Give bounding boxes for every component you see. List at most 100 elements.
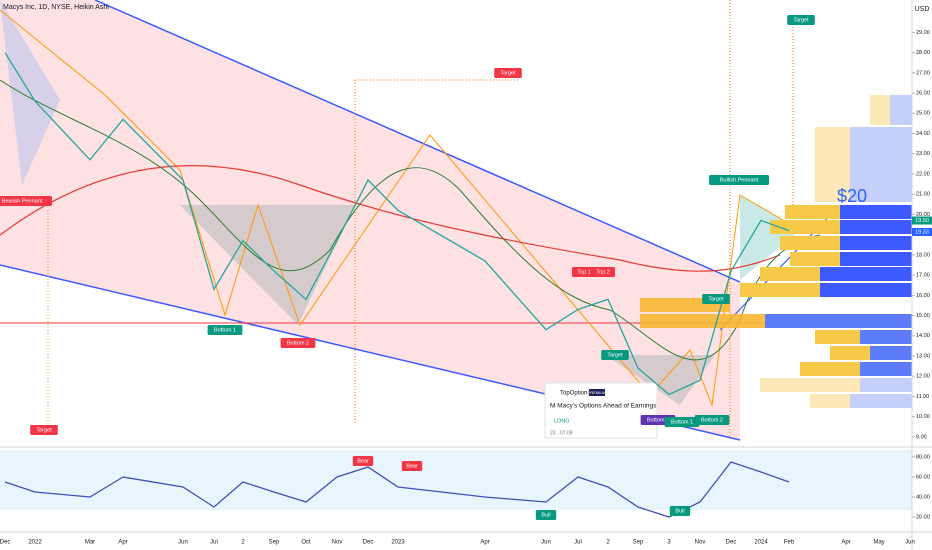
profile-bar (850, 127, 912, 202)
annotation: Target (607, 352, 623, 358)
profile-bar (810, 394, 850, 408)
x-tick-label: Nov (695, 540, 706, 546)
annotation-box (669, 506, 691, 516)
y-tick-label: 27.00 (916, 70, 930, 76)
y-tick-label: 24.00 (916, 131, 930, 137)
y-tick-label: 23.00 (916, 151, 930, 157)
profile-bar (760, 378, 860, 392)
annotation-box (280, 338, 316, 348)
annotation-box (591, 267, 615, 277)
moving-average (0, 165, 781, 272)
annotation-box (401, 461, 423, 471)
annotation-box (207, 325, 243, 335)
profile-bar (800, 362, 860, 376)
profile-bar (860, 362, 912, 376)
profile-bar (760, 267, 820, 281)
y-tick-label: 15.00 (916, 313, 930, 319)
annotation-box (494, 68, 522, 78)
profile-bar (870, 346, 912, 360)
annotation-box (702, 294, 730, 304)
x-tick-label: 3 (667, 540, 671, 546)
x-tick-label: 2 (606, 540, 610, 546)
x-tick-label: Jul (210, 540, 218, 546)
annotation: Bottom 1 (214, 327, 236, 333)
x-tick-label: 2023 (391, 540, 405, 546)
annotation: Top 1 (577, 269, 590, 275)
y-tick-label: 10.00 (916, 414, 930, 420)
profile-bar (740, 283, 820, 297)
news-side: LONG (554, 418, 570, 424)
profile-bar (840, 236, 912, 250)
annotation: Target (36, 427, 52, 433)
x-tick-label: Dec (0, 540, 10, 546)
x-tick-label: Jun (905, 540, 915, 546)
callout: $20 (837, 186, 867, 206)
annotation: Bull (541, 512, 550, 518)
news-title: M Macy's Options Ahead of Earnings (550, 403, 657, 410)
y2-tick-label: 60.00 (916, 474, 930, 480)
annotation: Target (793, 17, 809, 23)
annotation: Bear (406, 463, 418, 469)
annotation-box (535, 510, 557, 520)
profile-bar (890, 95, 912, 125)
annotation: Bull (675, 508, 684, 514)
profile-bar (850, 394, 912, 408)
annotation-box (694, 415, 730, 425)
y-tick-label: 16.00 (916, 293, 930, 299)
news-source: TopOptions (560, 391, 590, 397)
x-tick-label: Dec (726, 540, 737, 546)
annotation: Bear (357, 458, 369, 464)
x-tick-label: Jun (178, 540, 188, 546)
y-tick-label: 11.00 (916, 394, 929, 400)
pennant (740, 195, 800, 280)
bear-channel (0, 0, 740, 440)
x-tick-label: Apr (841, 540, 850, 546)
x-tick-label: Dec (363, 540, 374, 546)
news-card[interactable]: TopOptions PREMIUM M Macy's Options Ahea… (544, 382, 658, 439)
annotation: Target (708, 296, 724, 302)
profile-bar (840, 205, 912, 219)
currency: USD (915, 6, 930, 13)
profile-bar (785, 205, 840, 219)
y-tick-label: 20.00 (916, 212, 930, 218)
x-tick-label: Mar (85, 540, 95, 546)
annotation-box (572, 267, 596, 277)
profile-bar (840, 252, 912, 266)
y-tick-label: 22.00 (916, 171, 930, 177)
profile-bar (860, 378, 912, 392)
profile-bar (860, 330, 912, 344)
annotation-box (0, 196, 52, 206)
y-tick-label: 28.00 (916, 50, 930, 56)
y-tick-label: 9.00 (916, 434, 927, 440)
annotation-box (787, 15, 815, 25)
x-tick-label: Sep (269, 540, 280, 546)
x-tick-label: Jun (541, 540, 551, 546)
x-tick-label: Sep (633, 540, 644, 546)
channel-top (94, 0, 741, 283)
x-tick-label: May (873, 540, 884, 546)
annotation-box (664, 417, 700, 427)
profile-bar (815, 127, 850, 202)
y-tick-label: 18.00 (916, 252, 930, 258)
x-tick-label: 2024 (754, 540, 768, 546)
price-label-box (912, 227, 932, 236)
price-label-box (912, 216, 932, 225)
x-tick-label: Apr (118, 540, 127, 546)
x-tick-label: Apr (480, 540, 489, 546)
annotation: Bottom 1 (647, 417, 669, 423)
moving-average (0, 79, 821, 361)
annotation: Bottom 1 (671, 419, 693, 425)
x-tick-label: Oct (301, 540, 311, 546)
x-tick-label: Jul (574, 540, 582, 546)
y-tick-label: 26.00 (916, 90, 930, 96)
y-tick-label: 13.00 (916, 353, 930, 359)
profile-bar (790, 252, 840, 266)
y2-tick-label: 40.00 (916, 494, 930, 500)
pattern-fill (605, 355, 715, 405)
profile-bar (830, 346, 870, 360)
profile-bar (765, 314, 912, 328)
profile-bar (840, 220, 912, 234)
x-tick-label: 2 (241, 540, 245, 546)
